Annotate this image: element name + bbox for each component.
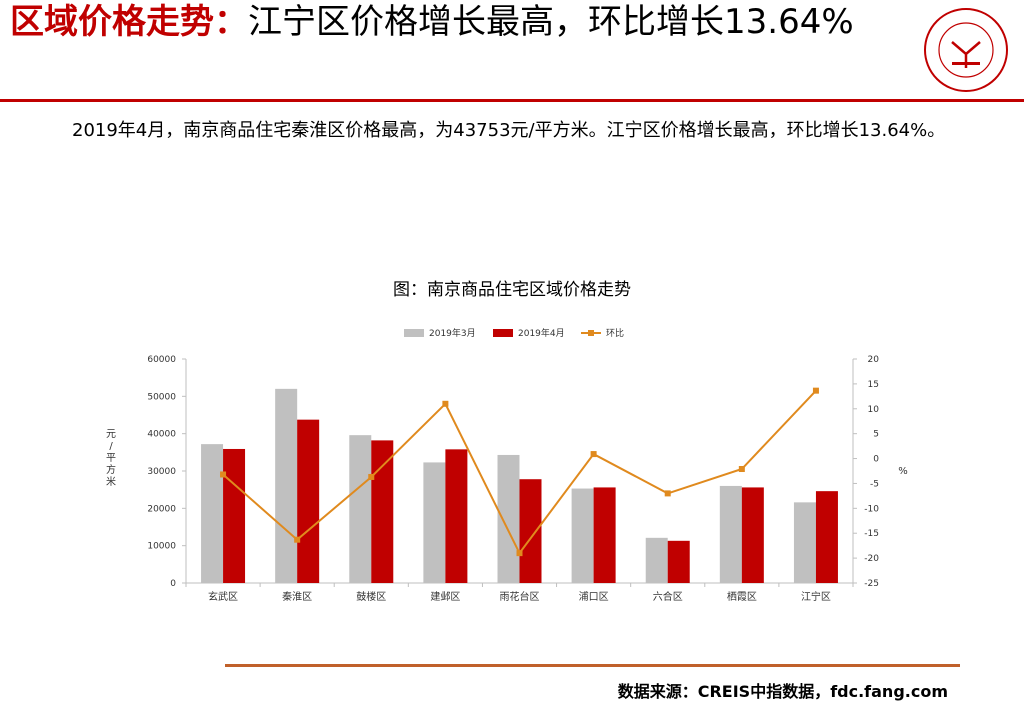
legend-label: 2019年4月 xyxy=(518,327,565,339)
y-right-tick-label: 20 xyxy=(868,355,880,365)
y-right-tick-label: -25 xyxy=(864,579,879,589)
mom-point xyxy=(590,451,597,458)
bar-march xyxy=(349,435,372,583)
bar-april xyxy=(741,487,764,583)
mom-point xyxy=(368,473,375,480)
x-tick-label: 江宁区 xyxy=(801,590,831,603)
y-left-tick-label: 0 xyxy=(170,579,176,589)
summary-text: 2019年4月，南京商品住宅秦淮区价格最高，为43753元/平方米。江宁区价格增… xyxy=(72,120,946,141)
bar-march xyxy=(645,537,668,583)
y-right-axis-label: % xyxy=(898,466,908,477)
title-divider xyxy=(0,99,1024,102)
bar-april xyxy=(593,487,616,583)
legend-swatch xyxy=(493,329,513,337)
mom-point xyxy=(442,400,449,407)
bar-march xyxy=(793,502,816,583)
bar-april xyxy=(297,419,320,583)
bar-march xyxy=(497,454,520,583)
y-right-tick-label: 10 xyxy=(868,405,880,415)
bar-march xyxy=(275,388,298,583)
price-trend-chart: 0 10000 20000 30000 40000 50000 60000 -25 -20 -15… xyxy=(106,327,908,603)
y-left-axis-label: 米 xyxy=(106,475,116,488)
x-tick-label: 鼓楼区 xyxy=(356,590,386,603)
y-left-tick-label: 60000 xyxy=(147,355,176,365)
bar-march xyxy=(719,485,742,583)
bar-april xyxy=(223,448,246,583)
y-left-axis-label: / xyxy=(109,441,113,452)
page-title: 区域价格走势：江宁区价格增长最高，环比增长13.64% xyxy=(10,2,910,42)
footer-divider xyxy=(225,664,960,667)
bar-april xyxy=(815,491,838,583)
bar-april xyxy=(519,479,542,583)
china-index-academy-logo xyxy=(924,8,1008,92)
chart-title: 图：南京商品住宅区域价格走势 xyxy=(393,280,631,300)
mom-point xyxy=(664,490,671,497)
legend-swatch-marker xyxy=(588,330,594,336)
y-right-tick-label: -10 xyxy=(864,504,879,514)
y-right-tick-label: -5 xyxy=(870,479,879,489)
title-highlight: 区域价格走势： xyxy=(10,2,248,42)
y-left-axis-label: 元 xyxy=(106,429,116,440)
x-tick-label: 秦淮区 xyxy=(282,590,312,603)
y-left-axis-label: 方 xyxy=(106,463,116,476)
bar-march xyxy=(201,444,224,583)
mom-point xyxy=(516,550,523,557)
mom-point xyxy=(812,387,819,394)
y-left-tick-label: 40000 xyxy=(147,430,176,440)
bar-april xyxy=(667,540,690,583)
bar-april xyxy=(371,440,394,583)
y-right-tick-label: 5 xyxy=(873,430,879,440)
x-tick-label: 玄武区 xyxy=(208,590,238,603)
summary-paragraph: 2019年4月，南京商品住宅秦淮区价格最高，为43753元/平方米。江宁区价格增… xyxy=(36,116,1006,145)
bar-march xyxy=(571,488,594,583)
x-tick-label: 雨花台区 xyxy=(500,590,540,603)
y-right-tick-label: 0 xyxy=(873,455,879,465)
legend-label: 2019年3月 xyxy=(429,327,476,339)
title-text: 江宁区价格增长最高，环比增长13.64% xyxy=(248,2,854,42)
bar-march xyxy=(423,462,446,583)
bar-april xyxy=(445,449,468,583)
legend-label: 环比 xyxy=(606,327,624,339)
mom-point xyxy=(738,466,745,473)
y-right-tick-label: -20 xyxy=(864,554,879,564)
y-left-tick-label: 20000 xyxy=(147,504,176,514)
data-source: 数据来源：CREIS中指数据，fdc.fang.com xyxy=(617,682,948,701)
mom-point xyxy=(220,471,227,478)
legend-swatch xyxy=(404,329,424,337)
x-tick-label: 浦口区 xyxy=(579,590,609,603)
y-left-tick-label: 50000 xyxy=(147,392,176,402)
y-left-tick-label: 10000 xyxy=(147,542,176,552)
y-left-tick-label: 30000 xyxy=(147,467,176,477)
y-left-axis-label: 平 xyxy=(106,453,116,464)
y-right-tick-label: -15 xyxy=(864,529,879,539)
y-right-tick-label: 15 xyxy=(868,380,879,390)
mom-point xyxy=(294,536,301,543)
x-tick-label: 建邺区 xyxy=(430,590,460,603)
x-tick-label: 栖霞区 xyxy=(727,590,757,603)
x-tick-label: 六合区 xyxy=(653,590,683,603)
